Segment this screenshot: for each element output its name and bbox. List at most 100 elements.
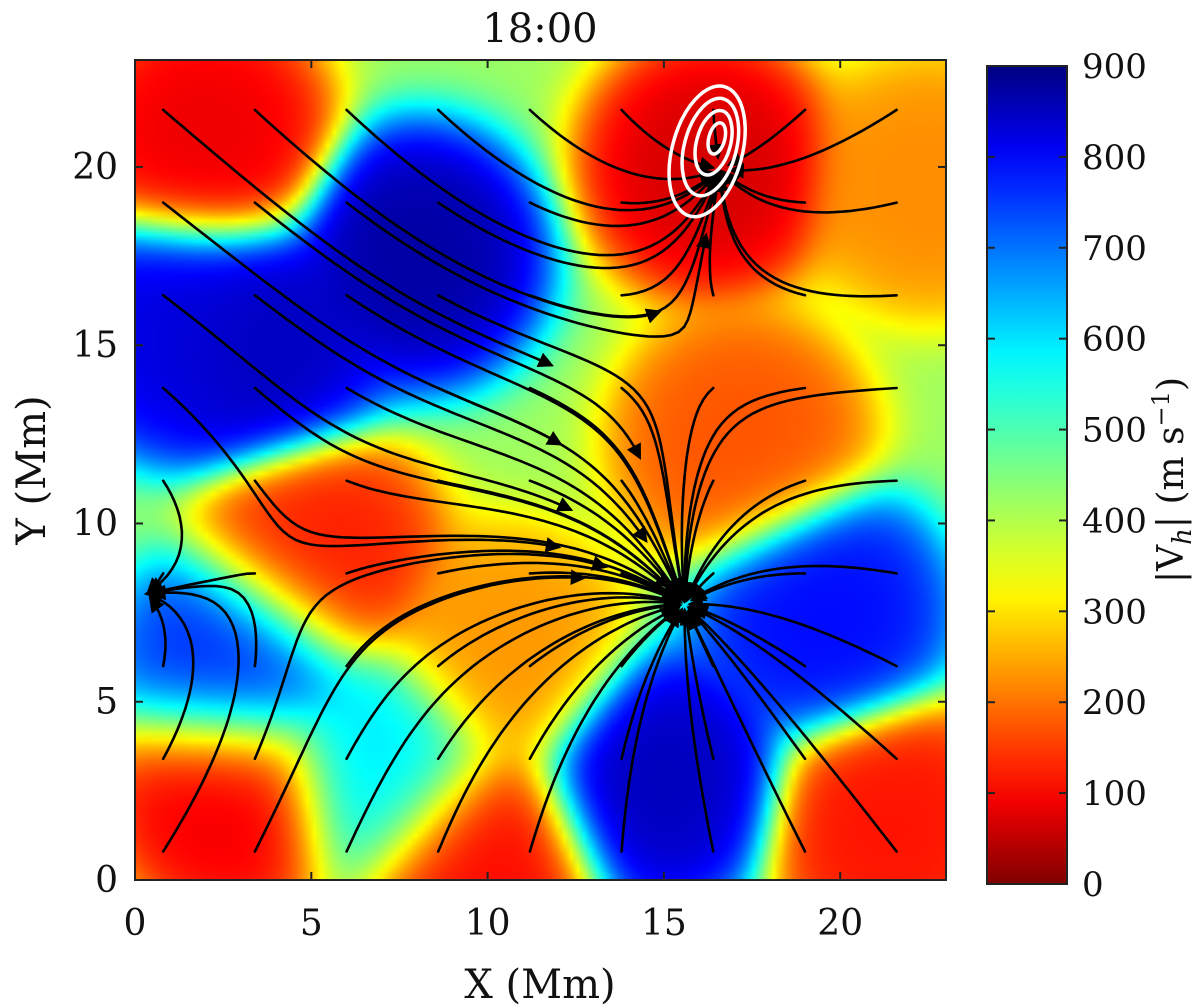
streamline bbox=[713, 168, 898, 298]
colorbar-label: |Vh| (m s−1) bbox=[1147, 377, 1198, 583]
y-tick-label: 15 bbox=[72, 325, 118, 366]
streamline bbox=[687, 596, 898, 668]
y-axis: 0 5 10 15 20 bbox=[72, 147, 946, 901]
streamline bbox=[689, 572, 807, 602]
streamline bbox=[720, 169, 898, 214]
streamline bbox=[620, 611, 681, 761]
colorbar-tick-label: 200 bbox=[1082, 683, 1147, 723]
streamline bbox=[436, 597, 681, 761]
colorbar-tick-label: 600 bbox=[1082, 320, 1147, 360]
streamline bbox=[345, 574, 678, 668]
streamline bbox=[688, 608, 807, 761]
streamline bbox=[528, 386, 687, 604]
streamline bbox=[345, 479, 680, 600]
streamline bbox=[436, 592, 682, 668]
streamline bbox=[528, 169, 720, 228]
streamline bbox=[145, 572, 257, 599]
colorbar-tick-label: 500 bbox=[1082, 411, 1147, 451]
streamline bbox=[253, 201, 642, 460]
streamline bbox=[436, 174, 718, 270]
x-tick-label: 10 bbox=[465, 903, 511, 944]
streamline bbox=[723, 172, 807, 204]
streamline bbox=[679, 609, 715, 761]
streamline bbox=[620, 479, 685, 602]
streamline bbox=[620, 386, 689, 598]
streamline bbox=[678, 479, 715, 598]
x-tick-label: 15 bbox=[641, 903, 687, 944]
streamline bbox=[436, 386, 684, 603]
colorbar-tick-label: 900 bbox=[1082, 47, 1147, 87]
y-tick-label: 10 bbox=[72, 503, 118, 544]
colorbar-gradient bbox=[986, 65, 1068, 885]
colorbar-tick-label: 0 bbox=[1082, 865, 1104, 905]
x-axis: 0 5 10 15 20 bbox=[124, 60, 863, 944]
streamline bbox=[147, 479, 184, 593]
streamline bbox=[708, 108, 724, 160]
streamline bbox=[528, 108, 715, 184]
streamline bbox=[253, 294, 648, 544]
plot-frame bbox=[134, 59, 947, 881]
streamline bbox=[676, 607, 715, 853]
streamline bbox=[161, 294, 574, 512]
streamline bbox=[686, 606, 898, 853]
streamline bbox=[161, 386, 562, 553]
contours bbox=[667, 84, 747, 219]
streamline bbox=[345, 108, 720, 257]
streamline bbox=[528, 607, 681, 853]
streamline bbox=[620, 173, 721, 297]
streamline bbox=[685, 479, 898, 604]
x-tick-label: 5 bbox=[300, 903, 323, 944]
streamline bbox=[436, 561, 682, 603]
streamline bbox=[685, 479, 807, 601]
streamline bbox=[345, 591, 681, 761]
streamline bbox=[436, 479, 681, 600]
streamline bbox=[528, 571, 684, 604]
y-tick-label: 5 bbox=[95, 682, 118, 723]
colorbar: 0 100 200 300 400 500 600 700 800 900 |Vh| (m s−1… bbox=[986, 47, 1198, 905]
colorbar-tick-label: 100 bbox=[1082, 774, 1147, 814]
y-axis-label: Y (Mm) bbox=[9, 395, 55, 545]
streamline bbox=[345, 386, 683, 602]
streamline bbox=[528, 479, 683, 602]
contour-line bbox=[680, 96, 741, 198]
streamline bbox=[345, 549, 680, 601]
streamline bbox=[528, 607, 677, 761]
streamline bbox=[686, 609, 807, 853]
streamline bbox=[713, 175, 807, 297]
streamline bbox=[436, 294, 690, 603]
colorbar-tick-label: 700 bbox=[1082, 229, 1147, 269]
streamline bbox=[149, 584, 240, 853]
x-tick-label: 0 bbox=[124, 903, 147, 944]
heatmap-plot bbox=[134, 59, 947, 881]
colorbar-tick-label: 800 bbox=[1082, 138, 1147, 178]
y-tick-label: 20 bbox=[72, 147, 118, 188]
streamline bbox=[253, 479, 681, 602]
streamline bbox=[728, 108, 898, 179]
x-axis-label: X (Mm) bbox=[464, 962, 615, 1008]
contour-line bbox=[667, 84, 747, 219]
x-tick-label: 20 bbox=[817, 903, 863, 944]
streamline bbox=[675, 386, 715, 604]
streamline bbox=[690, 564, 898, 601]
streamline bbox=[148, 596, 167, 668]
streamline bbox=[345, 594, 680, 853]
colorbar-ticks: 0 100 200 300 400 500 600 700 800 900 bbox=[987, 47, 1147, 905]
streamline bbox=[253, 552, 609, 761]
streamline bbox=[253, 569, 587, 853]
streamline bbox=[676, 386, 807, 601]
y-tick-label: 0 bbox=[95, 860, 118, 901]
contour-line bbox=[706, 121, 728, 156]
streamline bbox=[161, 108, 554, 367]
streamline bbox=[528, 598, 682, 668]
streamline bbox=[677, 386, 898, 600]
streamline bbox=[620, 607, 684, 853]
streamline bbox=[620, 608, 679, 668]
streamline bbox=[436, 600, 683, 853]
chart-title: 18:00 bbox=[482, 6, 597, 52]
colorbar-tick-label: 300 bbox=[1082, 592, 1147, 632]
streamline bbox=[345, 201, 712, 338]
streamline bbox=[620, 572, 681, 602]
streamline bbox=[687, 605, 898, 761]
streamline bbox=[528, 175, 722, 318]
